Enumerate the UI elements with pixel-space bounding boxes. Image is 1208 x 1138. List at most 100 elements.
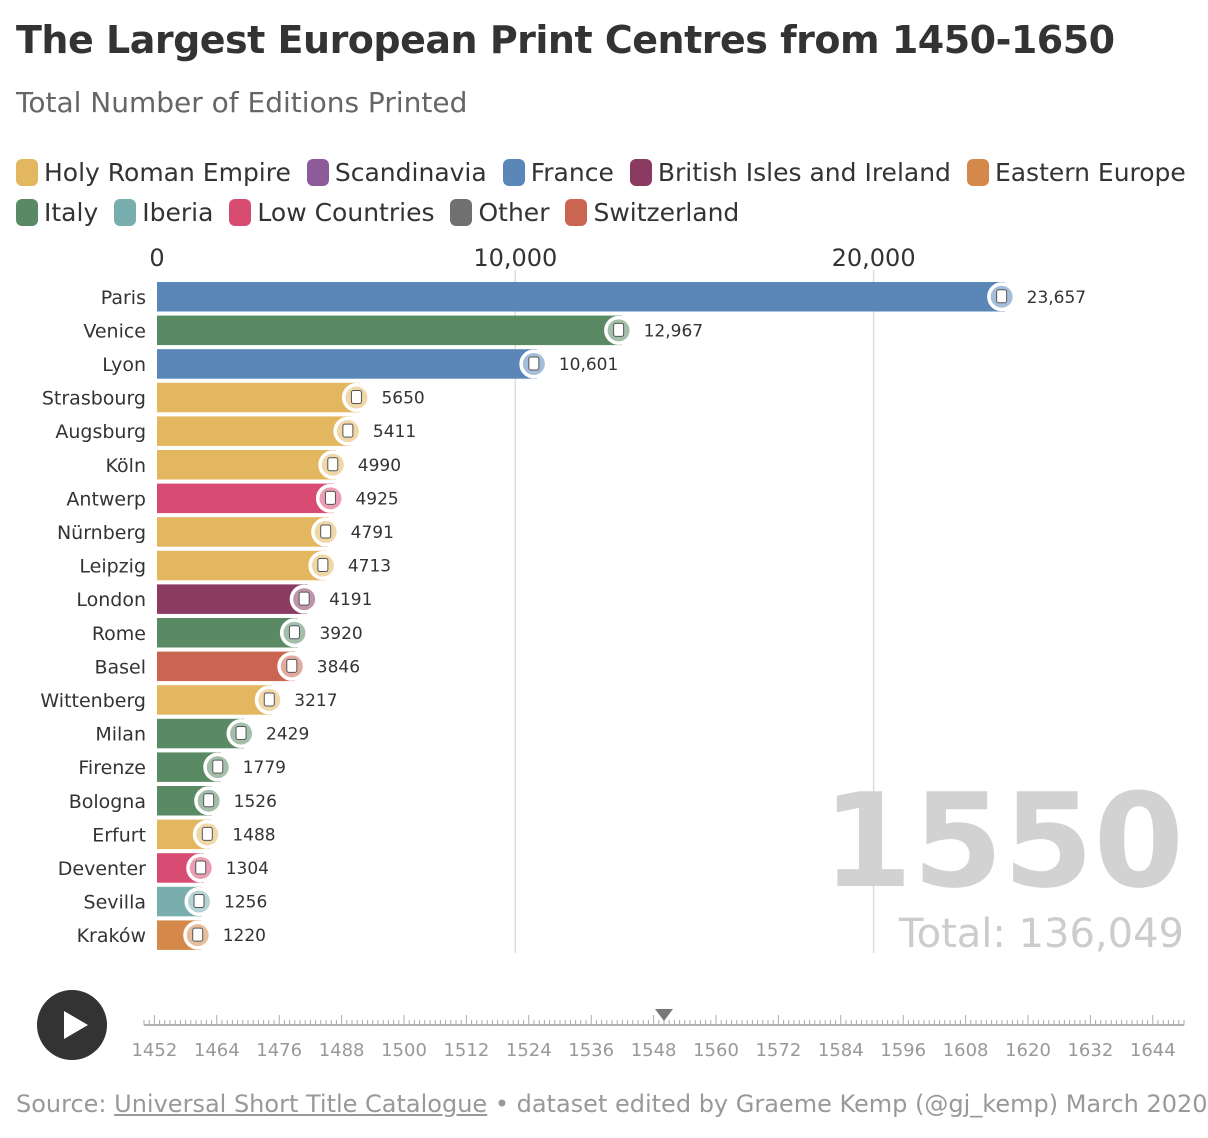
city-crest-icon [263,692,275,707]
bar [157,550,326,581]
legend-item[interactable]: British Isles and Ireland [629,157,951,187]
x-tick-label: 0 [149,244,164,272]
legend-item[interactable]: Switzerland [565,198,739,227]
city-crest-icon [613,322,625,337]
city-crest-icon [342,423,354,438]
timeline-year-label: 1452 [131,1040,177,1061]
bar [157,450,336,480]
bar-category-label: Bologna [69,791,146,813]
bar-category-label: Lyon [102,354,146,376]
bar-category-label: Strasbourg [42,388,146,410]
year-label: 1550 [822,765,1184,917]
bar-value-label: 1779 [243,758,286,778]
legend-swatch [565,198,588,226]
bar-value-label: 4791 [351,523,394,543]
bar [157,483,334,514]
chart-subtitle: Total Number of Editions Printed [16,86,468,119]
bar-value-label: 12,967 [644,321,703,341]
city-crest-icon [193,894,205,909]
bar-category-label: Antwerp [66,488,146,510]
legend-item[interactable]: Low Countries [229,198,434,227]
legend-swatch [306,158,329,186]
bar-category-label: Venice [83,320,146,342]
bar-category-label: Sevilla [84,892,146,914]
timeline-year-label: 1584 [818,1040,864,1061]
timeline-slider[interactable]: 1452 1464 1476 1488 1500 1512 1524 1536 1548 1560… [0,1000,1208,1070]
bar-value-label: 4191 [329,590,372,610]
timeline-year-label: 1500 [381,1040,427,1061]
bar-category-label: Wittenberg [40,690,146,712]
bar [157,685,273,715]
bar-value-label: 3846 [317,657,360,677]
legend-label: Holy Roman Empire [44,157,291,187]
bar-value-label: 10,601 [559,355,618,375]
city-crest-icon [235,726,247,741]
bar-value-label: 1220 [223,926,266,946]
legend-label: British Isles and Ireland [657,157,951,187]
city-crest-icon [996,289,1008,304]
city-crest-icon [350,390,362,405]
legend-label: Low Countries [257,197,435,227]
legend-item[interactable]: Eastern Europe [966,157,1186,187]
legend-swatch [114,198,137,226]
legend: Holy Roman Empire Scandinavia France Britis… [16,152,1196,232]
legend-swatch [450,198,473,226]
play-button[interactable] [37,990,107,1060]
legend-label: Eastern Europe [994,157,1186,187]
legend-item[interactable]: Italy [16,198,98,227]
city-crest-icon [288,625,300,640]
timeline-year-label: 1620 [1005,1040,1051,1061]
timeline-handle[interactable] [655,1009,673,1021]
legend-item[interactable]: Scandinavia [306,157,487,187]
city-crest-icon [201,826,213,841]
bar-value-label: 1526 [234,792,277,812]
x-tick-label: 10,000 [473,244,557,272]
legend-swatch [16,198,38,226]
bar-value-label: 1256 [224,893,267,913]
bar [157,382,360,413]
source-prefix: Source: [16,1090,107,1118]
bar-category-label: Leipzig [79,556,146,578]
timeline-year-label: 1548 [631,1040,677,1061]
bar-value-label: 1304 [226,859,269,879]
city-crest-icon [212,759,224,774]
bar-category-label: Deventer [58,858,146,880]
bar-value-label: 3920 [319,624,362,644]
timeline-year-label: 1632 [1067,1040,1113,1061]
bar-value-label: 4990 [358,456,401,476]
city-crest-icon [320,524,332,539]
timeline-year-label: 1608 [943,1040,989,1061]
legend-label: Scandinavia [334,157,487,187]
chart-title: The Largest European Print Centres from … [16,18,1115,62]
timeline-year-label: 1512 [443,1040,489,1061]
x-tick-label: 20,000 [832,244,916,272]
city-crest-icon [528,356,540,371]
legend-row: Italy Iberia Low Countries Other Switzerland [16,192,1196,232]
source-link[interactable]: Universal Short Title Catalogue [114,1090,488,1118]
bar-category-label: Firenze [78,757,146,779]
bar-category-label: Paris [101,287,146,309]
bar-category-label: Augsburg [55,421,146,443]
timeline-year-label: 1596 [880,1040,926,1061]
legend-label: Other [478,197,550,227]
bar-value-label: 3217 [294,691,337,711]
bar-category-label: Milan [95,724,146,746]
legend-row: Holy Roman Empire Scandinavia France Britis… [16,152,1196,192]
legend-swatch [629,158,652,186]
source-suffix: • dataset edited by Graeme Kemp (@gj_kem… [494,1090,1208,1118]
city-crest-icon [195,860,207,875]
timeline-year-label: 1536 [568,1040,614,1061]
legend-item[interactable]: Iberia [114,198,213,227]
bar-category-label: Erfurt [92,824,146,846]
bar [157,584,308,614]
bar-category-label: Kraków [77,925,146,947]
legend-item[interactable]: Other [450,198,549,227]
legend-item[interactable]: Holy Roman Empire [16,158,291,187]
legend-item[interactable]: France [502,158,614,187]
city-crest-icon [327,457,339,472]
city-crest-icon [324,490,336,505]
legend-swatch [966,158,989,186]
timeline-year-label: 1464 [194,1040,240,1061]
timeline-year-label: 1524 [506,1040,552,1061]
bar-category-label: Köln [106,455,146,477]
